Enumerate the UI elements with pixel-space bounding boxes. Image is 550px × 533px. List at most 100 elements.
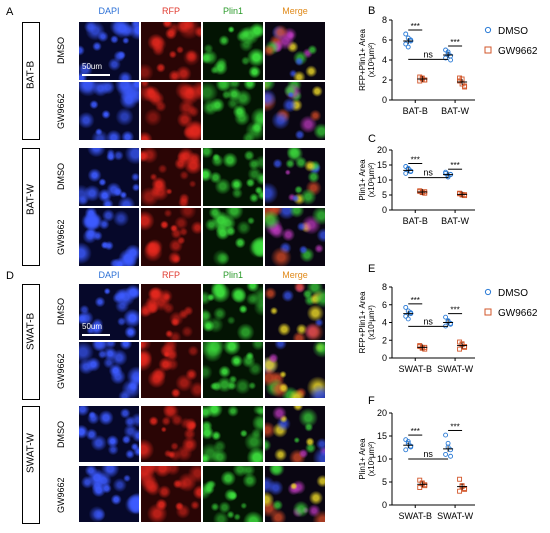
data-point-dmso — [408, 37, 414, 43]
data-point-dmso — [408, 443, 414, 449]
legend-marker-dmso — [484, 26, 492, 34]
x-tick-label: BAT-B — [403, 106, 428, 116]
y-tick-label: 5 — [382, 190, 387, 200]
x-tick-label: BAT-W — [441, 216, 469, 226]
significance-label: *** — [411, 156, 420, 165]
micrograph-tile — [265, 208, 325, 266]
micrograph-tile — [141, 284, 201, 340]
y-tick-label: 2 — [382, 335, 387, 345]
micrograph-tile — [141, 208, 201, 266]
micrograph-tile — [79, 466, 139, 522]
data-point-gw9662 — [457, 346, 463, 352]
panel-label-a: A — [6, 6, 14, 18]
significance-label: *** — [411, 22, 420, 31]
col-header-dapi: DAPI — [98, 270, 120, 280]
micrograph-tile — [265, 284, 325, 340]
y-tick-label: 10 — [377, 175, 387, 185]
micrograph-tile — [79, 284, 139, 340]
data-point-gw9662 — [422, 77, 428, 83]
legend-label-dmso: DMSO — [498, 288, 528, 299]
group-box-bat-w: BAT-W — [22, 148, 40, 266]
data-point-gw9662 — [462, 344, 468, 349]
scale-bar — [82, 334, 110, 336]
data-point-dmso — [403, 447, 409, 453]
micrograph-tile — [141, 406, 201, 462]
y-tick-label: 4 — [382, 55, 387, 65]
y-tick-label: 0 — [382, 95, 387, 105]
y-tick-label: 6 — [382, 35, 387, 45]
data-point-dmso — [403, 41, 409, 47]
data-point-dmso — [405, 44, 411, 50]
y-tick-label: 4 — [382, 318, 387, 328]
legend-marker-gw9662 — [484, 46, 492, 54]
data-point-dmso — [443, 55, 449, 61]
micrograph-tile — [265, 22, 325, 80]
data-point-gw9662 — [457, 476, 463, 482]
data-point-dmso — [443, 432, 449, 438]
legend-marker-gw9662 — [484, 308, 492, 316]
micrograph-tile — [141, 342, 201, 398]
col-header-dapi: DAPI — [98, 6, 120, 16]
micrograph-tile — [203, 148, 263, 206]
data-point-dmso — [403, 170, 409, 176]
micrograph-tile — [141, 148, 201, 206]
data-point-dmso — [448, 57, 454, 63]
y-axis-unit: (x10³μm²) — [367, 42, 376, 77]
legend-label-dmso: DMSO — [498, 26, 528, 37]
data-point-dmso — [403, 313, 409, 319]
micrograph-tile — [79, 82, 139, 140]
data-point-dmso — [448, 320, 454, 326]
significance-label: ns — [423, 316, 433, 326]
y-tick-label: 10 — [377, 454, 387, 464]
significance-label: *** — [450, 38, 459, 47]
data-point-dmso — [405, 316, 411, 322]
x-tick-label: BAT-B — [403, 216, 428, 226]
data-point-gw9662 — [417, 485, 423, 490]
y-axis-label: Plin1+ Area — [358, 438, 367, 480]
y-tick-label: 20 — [377, 145, 387, 155]
x-tick-label: SWAT-W — [437, 511, 473, 521]
micrograph-tile — [203, 466, 263, 522]
micrograph-tile — [265, 466, 325, 522]
micrograph-tile — [203, 208, 263, 266]
legend-marker-dmso — [484, 288, 492, 296]
group-box-bat-b: BAT-B — [22, 22, 40, 140]
panel-label-d: D — [6, 270, 14, 282]
data-point-gw9662 — [457, 190, 463, 196]
legend-label-gw9662: GW9662 — [498, 308, 538, 319]
y-tick-label: 0 — [382, 353, 387, 363]
micrograph-tile — [265, 342, 325, 398]
x-tick-label: SWAT-B — [398, 364, 432, 374]
data-point-dmso — [408, 310, 414, 316]
y-tick-label: 5 — [382, 477, 387, 487]
significance-label: *** — [450, 306, 459, 315]
significance-label: ns — [423, 168, 433, 178]
micrograph-tile — [79, 22, 139, 80]
micrograph-tile — [79, 406, 139, 462]
y-tick-label: 8 — [382, 15, 387, 25]
y-axis-label: Plin1+ Area — [358, 159, 367, 201]
y-tick-label: 15 — [377, 160, 387, 170]
scale-bar-label: 50um — [82, 62, 103, 71]
panel-label-f: F — [368, 395, 375, 407]
y-axis-label: RFP+Plin1+ Area — [358, 291, 367, 353]
significance-label: *** — [411, 427, 420, 436]
y-axis-label: RFP+Plin1+ Area — [358, 29, 367, 91]
micrograph-tile — [265, 148, 325, 206]
data-point-gw9662 — [417, 188, 423, 194]
x-tick-label: BAT-W — [441, 106, 469, 116]
panel-label-e: E — [368, 263, 375, 275]
group-box-swat-w: SWAT-W — [22, 406, 40, 524]
data-point-dmso — [443, 314, 449, 320]
data-point-dmso — [448, 447, 454, 453]
micrograph-tile — [265, 406, 325, 462]
micrograph-tile — [141, 466, 201, 522]
micrograph-tile — [79, 208, 139, 266]
y-tick-label: 15 — [377, 431, 387, 441]
y-tick-label: 6 — [382, 300, 387, 310]
col-header-rfp: RFP — [162, 6, 180, 16]
micrograph-tile — [141, 22, 201, 80]
significance-label: *** — [450, 422, 459, 431]
x-tick-label: SWAT-B — [398, 511, 432, 521]
